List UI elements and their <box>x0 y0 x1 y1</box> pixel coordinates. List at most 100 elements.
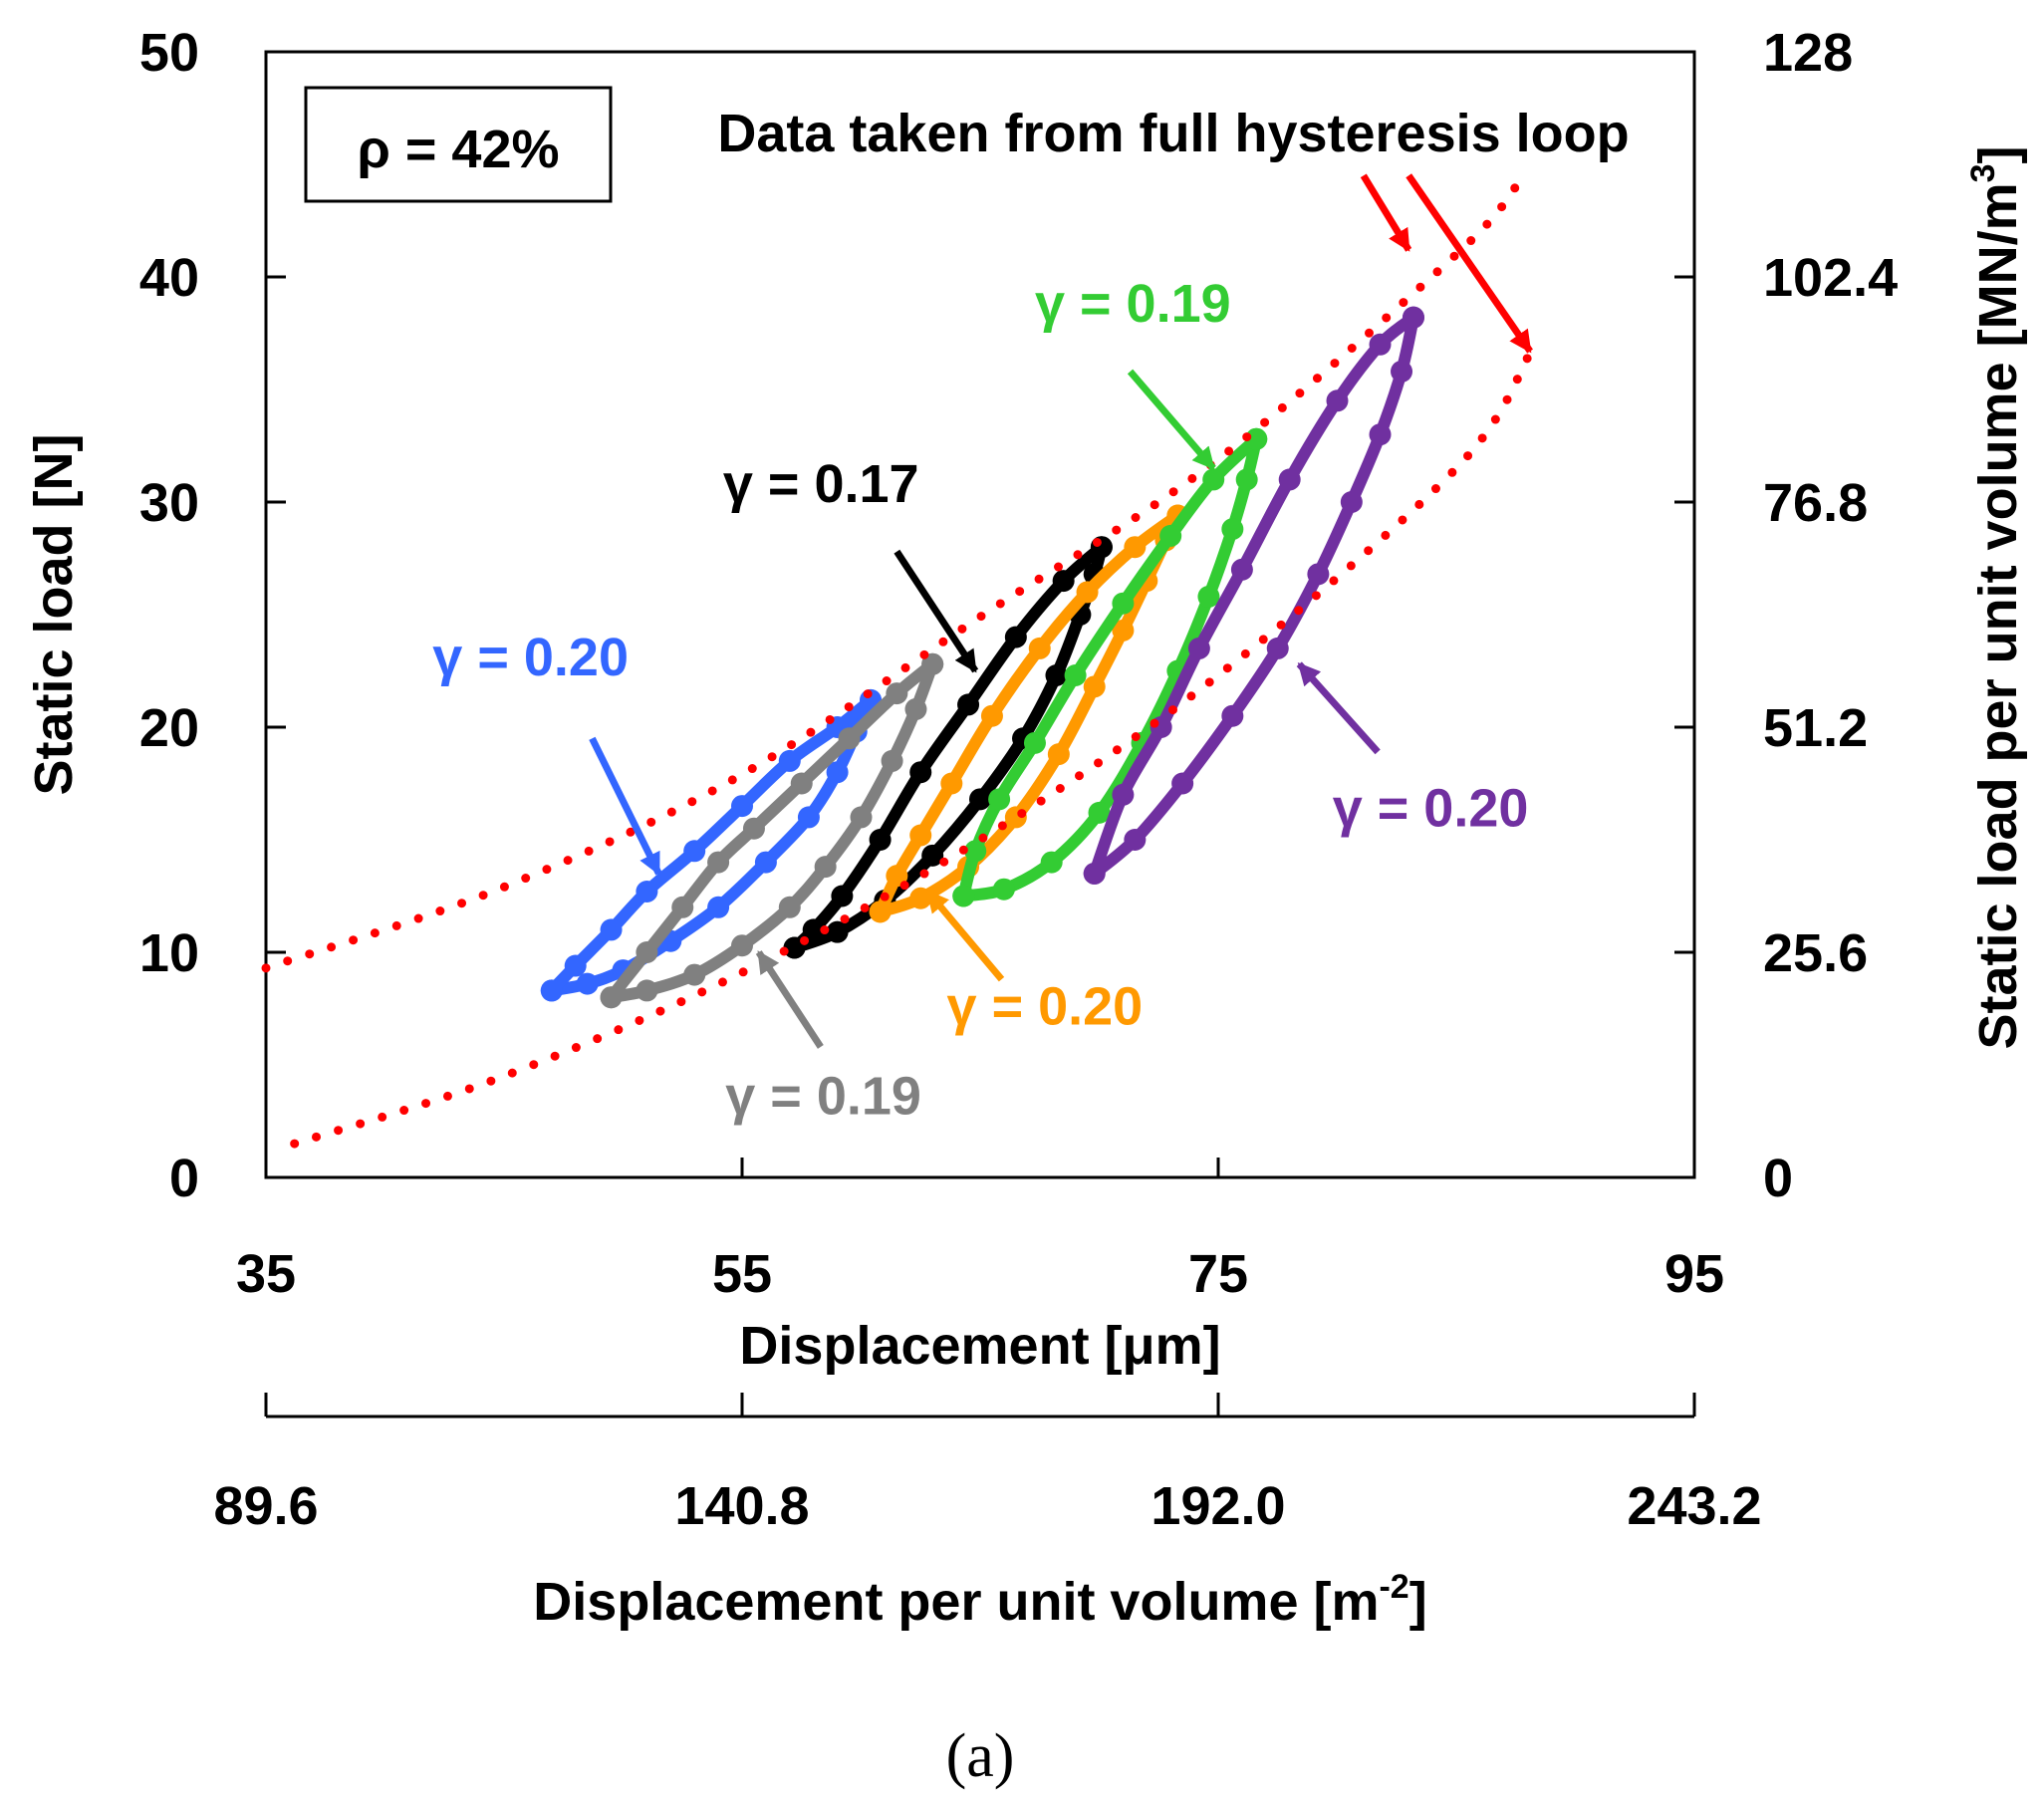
data-point <box>707 896 730 918</box>
data-point <box>1004 626 1027 648</box>
data-point <box>600 986 623 1009</box>
data-point <box>1369 423 1392 446</box>
data-point <box>921 652 944 675</box>
data-point <box>921 844 944 867</box>
y-axis-title: Static load [N] <box>24 433 84 795</box>
data-point <box>850 806 873 829</box>
data-point <box>600 918 623 941</box>
x-tick-label: 75 <box>1188 1244 1248 1304</box>
loop-loading-line <box>545 693 878 997</box>
data-point <box>1307 563 1330 586</box>
data-point <box>1326 389 1349 412</box>
x2-tick-label: 192.0 <box>1150 1476 1285 1536</box>
data-point <box>778 896 801 918</box>
y2-tick-label: 76.8 <box>1763 473 1868 533</box>
data-point <box>1171 772 1194 795</box>
y2-axis-title: Static load per unit volume [MN/m3] <box>1964 146 2028 1050</box>
y-tick-label: 10 <box>139 923 199 983</box>
loop-loading-line <box>1088 311 1419 880</box>
x-tick-label: 35 <box>236 1244 296 1304</box>
data-point <box>881 749 903 772</box>
data-point <box>731 795 753 818</box>
data-point <box>1124 536 1147 559</box>
data-point <box>636 941 658 963</box>
inset-box: ρ = 42% <box>304 86 613 203</box>
fit-curve-layer <box>261 182 1535 1149</box>
data-point <box>988 788 1011 811</box>
annotation-arrow <box>924 889 1005 982</box>
data-point <box>742 817 765 840</box>
y-tick-label: 0 <box>169 1149 199 1208</box>
data-point <box>1083 862 1106 885</box>
x2-axis-title: Displacement per unit volume [m-2] <box>533 1568 1426 1632</box>
data-point <box>814 856 837 879</box>
data-point <box>1112 619 1135 642</box>
data-point <box>683 840 706 863</box>
data-point <box>540 979 563 1002</box>
data-point <box>731 934 753 957</box>
data-point <box>1045 664 1068 687</box>
data-point <box>1221 518 1244 541</box>
annotation-arrow <box>894 549 979 673</box>
data-point <box>1052 570 1075 593</box>
data-point <box>636 880 658 902</box>
y2-tick-label: 102.4 <box>1763 248 1898 308</box>
data-point <box>1402 306 1424 329</box>
gamma-label: γ = 0.20 <box>947 976 1144 1036</box>
x2-tick-label: 140.8 <box>674 1476 809 1536</box>
data-point <box>671 896 694 918</box>
series-green-loop <box>952 427 1268 907</box>
loop-unloading-line <box>545 693 878 997</box>
series-blue-loop <box>540 688 883 1002</box>
data-point <box>869 829 892 851</box>
lower-fit-curve <box>290 349 1535 1149</box>
x-tick-label: 55 <box>712 1244 772 1304</box>
data-point <box>576 972 599 995</box>
data-point <box>1112 783 1135 806</box>
data-point <box>831 885 854 907</box>
gamma-label: γ = 0.20 <box>432 628 629 687</box>
loop-loading-line <box>957 432 1263 902</box>
data-point <box>1197 585 1220 608</box>
data-point <box>754 851 777 874</box>
data-point <box>1124 829 1147 851</box>
data-point <box>1076 581 1099 604</box>
data-point <box>1047 743 1070 766</box>
annotation-arrow <box>755 950 824 1049</box>
upper-fit-curve <box>261 182 1521 973</box>
data-point <box>952 885 975 907</box>
data-point <box>1187 637 1210 659</box>
data-point <box>826 761 849 784</box>
data-point <box>826 920 849 943</box>
data-point <box>802 918 825 941</box>
data-point <box>838 727 861 750</box>
data-point <box>683 963 706 986</box>
fit-note: Data taken from full hysteresis loop <box>717 104 1629 163</box>
x-axis-title: Displacement [μm] <box>739 1316 1220 1376</box>
data-point <box>886 682 908 705</box>
inset-label: ρ = 42% <box>357 120 559 179</box>
annotation-arrow <box>1127 369 1216 471</box>
x2-tick-label: 243.2 <box>1627 1476 1761 1536</box>
series-gray-loop <box>600 652 944 1009</box>
data-point <box>969 788 991 811</box>
data-point <box>992 878 1015 901</box>
loop-loading-line <box>605 657 939 1004</box>
data-point <box>783 936 806 959</box>
data-point <box>778 749 801 772</box>
data-point <box>1266 637 1289 659</box>
gamma-label: γ = 0.19 <box>1035 274 1231 334</box>
data-point <box>1023 731 1046 754</box>
data-point <box>1369 333 1392 356</box>
gamma-label: γ = 0.20 <box>1333 778 1529 838</box>
tick-layer: 35 55 75 95 89.6 140.8 192.0 243.2 0 10 20 30 40 50 0 2… <box>139 23 1898 1536</box>
data-point <box>904 697 927 720</box>
data-point <box>886 865 908 888</box>
gamma-label: γ = 0.17 <box>723 454 919 514</box>
data-point <box>1159 524 1182 547</box>
series-layer <box>540 306 1424 1009</box>
data-point <box>1112 592 1135 615</box>
data-point <box>1040 851 1063 874</box>
data-point <box>1083 675 1106 698</box>
